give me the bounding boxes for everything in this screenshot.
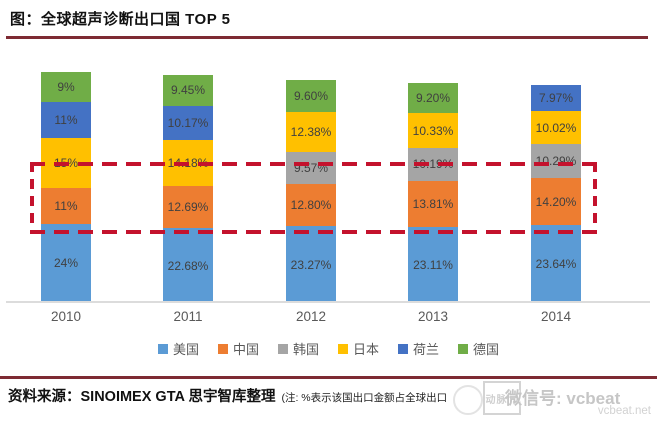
data-label: 10.19% xyxy=(412,157,454,172)
legend-item-荷兰: 荷兰 xyxy=(398,339,439,358)
data-label: 9.45% xyxy=(170,83,206,98)
bar-2012: 23.27% 12.80% 9.57% 12.38% 9.60% xyxy=(286,79,336,303)
title-underline xyxy=(6,36,648,39)
legend-item-德国: 德国 xyxy=(458,339,499,358)
segment-荷兰-2010: 11% xyxy=(41,101,91,139)
segment-中国-2014: 14.20% xyxy=(531,178,581,225)
segment-美国-2011: 22.68% xyxy=(163,228,213,303)
data-label: 12.69% xyxy=(167,200,209,215)
data-label: 10.02% xyxy=(535,120,577,135)
vcbeat-logo-icon: 动脉网 xyxy=(483,381,521,415)
segment-日本-2011: 14.18% xyxy=(163,139,213,187)
segment-德国-2013: 9.20% xyxy=(408,83,458,114)
legend-swatch-icon xyxy=(157,343,168,354)
legend-label: 美国 xyxy=(172,342,199,357)
segment-美国-2012: 23.27% xyxy=(286,226,336,303)
segment-日本-2014: 10.02% xyxy=(531,111,581,145)
data-label: 10.29% xyxy=(535,154,577,169)
segment-中国-2013: 13.81% xyxy=(408,181,458,227)
legend-item-日本: 日本 xyxy=(338,339,379,358)
data-label: 10.33% xyxy=(412,123,454,138)
data-label: 11% xyxy=(54,112,78,127)
watermark: 动脉网 微信号: vcbeat vcbeat.net xyxy=(453,377,655,427)
legend-swatch-icon xyxy=(338,343,348,354)
legend-item-韩国: 韩国 xyxy=(277,339,319,358)
data-label: 22.68% xyxy=(167,258,209,273)
data-label: 11% xyxy=(54,198,78,213)
footer-rule xyxy=(0,376,657,379)
segment-德国-2012: 9.60% xyxy=(286,79,336,112)
data-label: 23.11% xyxy=(413,257,453,272)
data-label: 9% xyxy=(57,79,75,94)
source-row: 资料来源：SINOIMEX GTA 思宇智库整理 (注: %表示该国出口金额占全… xyxy=(8,385,447,406)
segment-荷兰-2011: 10.17% xyxy=(163,105,213,140)
legend: 美国 中国 韩国 日本 荷兰 德国 xyxy=(0,339,657,358)
segment-日本-2010: 15% xyxy=(41,138,91,188)
legend-item-美国: 美国 xyxy=(157,339,199,358)
segment-德国-2010: 9% xyxy=(41,72,91,102)
legend-label: 德国 xyxy=(473,342,500,357)
x-axis-line xyxy=(6,301,650,303)
source-note: (注: %表示该国出口金额占全球出口 xyxy=(281,392,448,404)
segment-荷兰-2014: 7.97% xyxy=(531,84,581,112)
watermark-site: vcbeat.net xyxy=(597,405,651,417)
x-tick-2012: 2012 xyxy=(295,309,327,324)
segment-韩国-2014: 10.29% xyxy=(531,144,581,179)
legend-swatch-icon xyxy=(217,343,228,354)
x-tick-2010: 2010 xyxy=(50,309,82,324)
legend-label: 日本 xyxy=(353,342,380,357)
segment-美国-2014: 23.64% xyxy=(531,225,581,303)
stamp-circle-icon xyxy=(453,385,483,415)
bar-2014: 23.64% 14.20% 10.29% 10.02% 7.97% xyxy=(531,84,581,303)
segment-韩国-2012: 9.57% xyxy=(286,152,336,184)
segment-美国-2013: 23.11% xyxy=(408,226,458,303)
segment-中国-2011: 12.69% xyxy=(163,186,213,229)
data-label: 12.80% xyxy=(290,198,332,213)
x-tick-2014: 2014 xyxy=(540,309,572,324)
data-label: 9.57% xyxy=(293,161,329,176)
segment-韩国-2013: 10.19% xyxy=(408,147,458,182)
data-label: 9.60% xyxy=(293,88,329,103)
legend-label: 荷兰 xyxy=(413,342,440,357)
data-label: 7.97% xyxy=(538,90,574,105)
segment-中国-2012: 12.80% xyxy=(286,183,336,227)
bar-2013: 23.11% 13.81% 10.19% 10.33% 9.20% xyxy=(408,83,458,303)
bar-2011: 22.68% 12.69% 14.18% 10.17% 9.45% xyxy=(163,74,213,303)
segment-美国-2010: 24% xyxy=(41,223,91,303)
data-label: 15% xyxy=(53,155,79,170)
segment-日本-2013: 10.33% xyxy=(408,113,458,148)
legend-item-中国: 中国 xyxy=(217,339,259,358)
data-label: 23.27% xyxy=(290,257,332,272)
legend-swatch-icon xyxy=(277,343,288,354)
data-label: 13.81% xyxy=(412,196,454,211)
segment-日本-2012: 12.38% xyxy=(286,111,336,153)
segment-中国-2010: 11% xyxy=(41,187,91,224)
source-label: 资料来源：SINOIMEX GTA 思宇智库整理 xyxy=(8,389,276,405)
watermark-wechat: 微信号: vcbeat xyxy=(505,389,621,408)
legend-label: 韩国 xyxy=(292,342,319,357)
data-label: 24% xyxy=(53,256,79,271)
legend-swatch-icon xyxy=(458,343,469,354)
segment-德国-2011: 9.45% xyxy=(163,74,213,106)
legend-label: 中国 xyxy=(232,342,259,357)
data-label: 14.18% xyxy=(167,155,209,170)
x-tick-2013: 2013 xyxy=(417,309,449,324)
data-label: 9.20% xyxy=(415,91,451,106)
data-label: 14.20% xyxy=(535,194,577,209)
legend-swatch-icon xyxy=(398,343,409,354)
x-tick-2011: 2011 xyxy=(173,309,203,324)
bar-2010: 24% 11% 15% 11% 9% xyxy=(41,72,91,303)
chart-title: 图：全球超声诊断出口国 TOP 5 xyxy=(10,11,231,28)
data-label: 23.64% xyxy=(535,257,577,271)
data-label: 10.17% xyxy=(167,115,209,130)
data-label: 12.38% xyxy=(290,124,332,139)
